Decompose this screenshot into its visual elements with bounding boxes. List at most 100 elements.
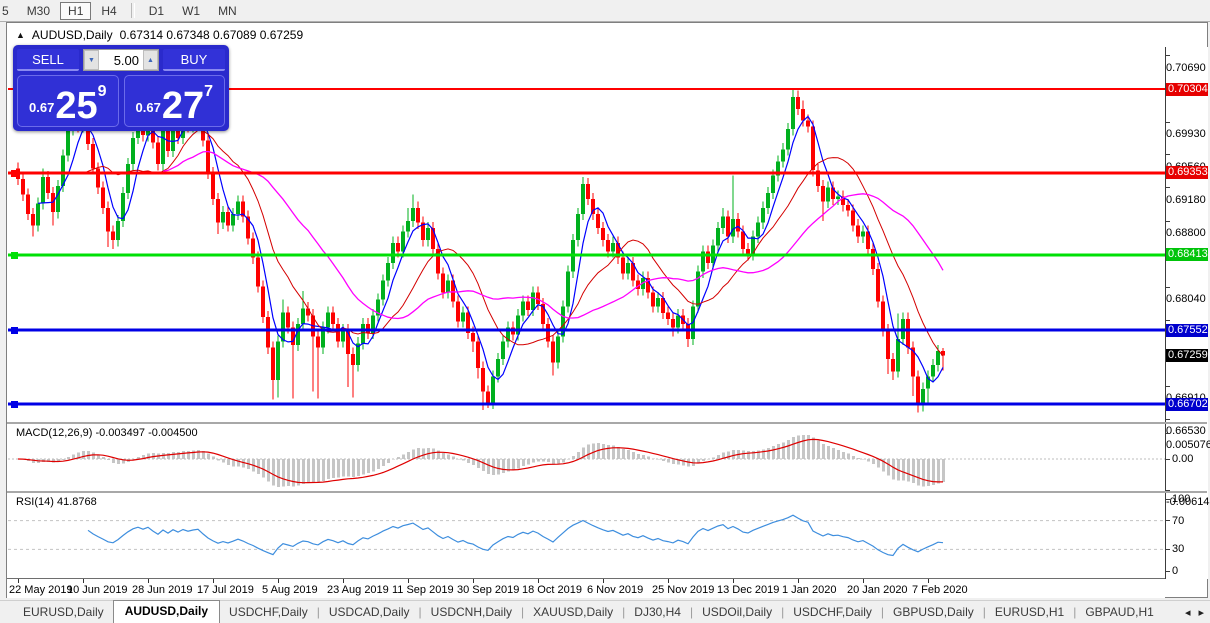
price-tick-label: 0.66910 [1166, 380, 1208, 404]
panel-splitter-rsi[interactable] [7, 491, 1207, 493]
chart-tab-audusd-daily[interactable]: AUDUSD,Daily [112, 600, 221, 623]
tab-separator: | [316, 605, 320, 619]
chart-window: ▲ AUDUSD,Daily 0.67314 0.67348 0.67089 0… [6, 22, 1210, 598]
scroll-tabs-right-button[interactable]: ▸ [1198, 607, 1204, 619]
time-tick [213, 579, 214, 583]
rsi-axis-label: 0 [1166, 565, 1178, 577]
timeframe-button-m30[interactable]: M30 [26, 3, 51, 18]
macd-signal-line [17, 438, 943, 484]
level-line-handle [11, 327, 18, 334]
chart-tab-xauusd-daily[interactable]: XAUUSD,Daily [533, 605, 614, 619]
mid-ma-line [82, 129, 944, 357]
scroll-tabs-left-button[interactable]: ◂ [1184, 607, 1191, 619]
timeframe-button-h4[interactable]: H4 [101, 3, 117, 18]
level-price-badge: 0.66702 [1166, 397, 1208, 411]
time-tick [473, 579, 474, 583]
time-tick [538, 579, 539, 583]
time-tick [408, 579, 409, 583]
level-line-handle [11, 170, 18, 177]
tab-separator: | [622, 605, 626, 619]
rsi-axis-label: 30 [1166, 543, 1184, 555]
rsi-line [87, 514, 944, 557]
volume-decrease-button[interactable]: ▼ [84, 50, 99, 70]
macd-axis-label: 0.00 [1166, 453, 1193, 465]
chevron-up-icon: ▲ [147, 56, 154, 64]
chart-tab-gbpusd-daily[interactable]: GBPUSD,Daily [893, 605, 974, 619]
volume-input[interactable] [99, 50, 143, 70]
buy-price-prefix: 0.67 [135, 100, 161, 115]
date-label: 25 Nov 2019 [652, 584, 715, 596]
time-tick [18, 579, 19, 583]
date-label: 5 Aug 2019 [262, 584, 318, 596]
time-tick [863, 579, 864, 583]
chart-tab-usdoil-daily[interactable]: USDOil,Daily [702, 605, 773, 619]
price-tick-label: 0.69930 [1166, 116, 1208, 140]
chart-tab-eurusd-h1[interactable]: EURUSD,H1 [994, 605, 1065, 619]
tab-separator: | [1073, 605, 1077, 619]
chart-tab-usdchf-daily[interactable]: USDCHF,Daily [793, 605, 872, 619]
date-label: 20 Jan 2020 [847, 584, 908, 596]
price-tick-label: 0.68800 [1166, 215, 1208, 239]
time-tick [798, 579, 799, 583]
time-tick [83, 579, 84, 583]
timeframe-button-mn[interactable]: MN [218, 3, 237, 18]
price-tick-label: 0.66530 [1166, 413, 1208, 437]
sell-price-prefix: 0.67 [29, 100, 55, 115]
chart-ohlc-values: 0.67314 0.67348 0.67089 0.67259 [119, 28, 304, 42]
rsi-indicator-canvas [8, 493, 1165, 578]
chevron-down-icon: ▼ [88, 56, 95, 64]
tab-separator: | [418, 605, 422, 619]
date-label: 13 Dec 2019 [717, 584, 780, 596]
macd-axis-label: 0.005076 [1166, 427, 1210, 451]
sell-price-sup: 9 [97, 83, 107, 100]
level-price-badge: 0.68413 [1166, 248, 1208, 262]
time-tick [278, 579, 279, 583]
buy-price-display[interactable]: 0.67 27 7 [123, 75, 225, 127]
date-label: 17 Jul 2019 [197, 584, 254, 596]
tab-separator: | [689, 605, 694, 619]
date-label: 22 May 2019 [9, 584, 73, 596]
time-tick [928, 579, 929, 583]
timeframe-button-h1[interactable]: H1 [60, 1, 92, 20]
tab-separator: | [781, 605, 785, 619]
buy-price-big: 27 [161, 85, 205, 127]
chart-tabs: EURUSD,Daily AUDUSD,Daily USDCHF,Daily | USD… [14, 600, 1163, 623]
chart-tab-bar: EURUSD,Daily AUDUSD,Daily USDCHF,Daily | USD… [0, 600, 1210, 623]
price-tick-label: 0.69180 [1166, 182, 1208, 206]
chart-tab-usdchf-daily[interactable]: USDCHF,Daily [229, 605, 308, 619]
date-label: 11 Sep 2019 [392, 584, 454, 596]
timeframe-button-d1[interactable]: D1 [148, 3, 165, 18]
timeframe-toolbar: 5 M30 H1 H4 D1 W1 MN [0, 0, 1210, 22]
panel-splitter-macd[interactable] [7, 422, 1207, 424]
candlestick-series [16, 89, 945, 413]
date-label: 23 Aug 2019 [327, 584, 389, 596]
chart-title: ▲ AUDUSD,Daily 0.67314 0.67348 0.67089 0… [16, 28, 310, 42]
macd-indicator-canvas [8, 424, 1165, 491]
collapse-panel-icon[interactable]: ▲ [16, 30, 25, 40]
macd-histogram [17, 435, 945, 487]
volume-stepper: ▼ ▲ [83, 49, 159, 71]
volume-increase-button[interactable]: ▲ [143, 50, 158, 70]
timeframe-button-w1[interactable]: W1 [182, 3, 201, 18]
tab-separator: | [521, 605, 525, 619]
time-tick [148, 579, 149, 583]
time-tick [603, 579, 604, 583]
chart-tab-usdcnh-daily[interactable]: USDCNH,Daily [430, 605, 513, 619]
chart-tab-usdcad-daily[interactable]: USDCAD,Daily [328, 605, 410, 619]
time-axis: 22 May 2019 10 Jun 2019 28 Jun 2019 17 Jul … [7, 578, 1165, 598]
sell-button[interactable]: SELL [17, 49, 79, 71]
price-tick-label: 0.70690 [1166, 50, 1208, 74]
date-label: 18 Oct 2019 [522, 584, 582, 596]
chart-tab-gbpaud-h1[interactable]: GBPAUD,H1 [1085, 605, 1154, 619]
price-tick-label: 0.68040 [1166, 281, 1208, 305]
timeframe-button-5[interactable]: 5 [2, 3, 9, 18]
sell-price-display[interactable]: 0.67 25 9 [17, 75, 119, 127]
time-tick [668, 579, 669, 583]
one-click-trading-panel: SELL ▼ ▲ BUY 0.67 25 9 0.67 27 7 [13, 45, 229, 131]
chart-tab-eurusd-daily[interactable]: EURUSD,Daily [23, 605, 104, 619]
time-tick [733, 579, 734, 583]
buy-button[interactable]: BUY [163, 49, 225, 71]
chart-tab-dj30-h4[interactable]: DJ30,H4 [634, 605, 681, 619]
price-tick-label: 0.69560 [1166, 149, 1208, 173]
level-line-handle [11, 401, 18, 408]
